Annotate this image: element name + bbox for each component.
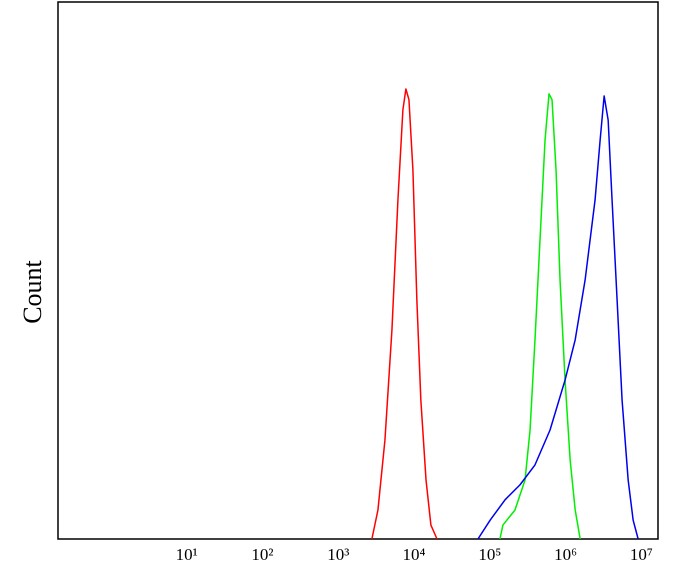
x-tick-label: 10⁴	[403, 545, 426, 564]
y-axis-label: Count	[18, 259, 47, 323]
x-tick-label: 10²	[251, 545, 273, 564]
histogram-line	[477, 95, 639, 540]
x-tick-label: 10¹	[176, 545, 198, 564]
x-tick-label: 10⁶	[554, 545, 577, 564]
plot-frame	[57, 1, 659, 540]
x-tick-label: 10³	[327, 545, 349, 564]
x-tick-label: 10⁵	[478, 545, 501, 564]
histogram-line	[499, 93, 581, 540]
x-tick-label: 10⁷	[630, 545, 653, 564]
histogram-line	[371, 88, 438, 540]
